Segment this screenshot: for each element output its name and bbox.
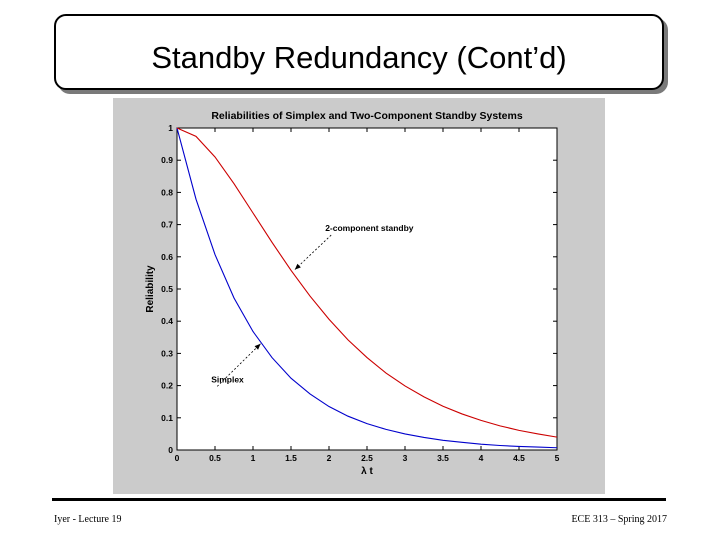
x-tick-label: 5 xyxy=(555,453,560,463)
x-tick-label: 4 xyxy=(479,453,484,463)
footer-rule xyxy=(52,498,666,501)
simplex-series-line xyxy=(176,127,558,449)
y-tick-label: 0.8 xyxy=(161,187,173,197)
y-tick-label: 0.9 xyxy=(161,155,173,165)
x-tick-label: 3 xyxy=(403,453,408,463)
y-tick-label: 0.3 xyxy=(161,348,173,358)
y-tick-label: 0.1 xyxy=(161,413,173,423)
x-tick-label: 1 xyxy=(251,453,256,463)
series-layer xyxy=(176,127,558,449)
annotation-arrow xyxy=(294,234,332,270)
y-tick-label: 0.6 xyxy=(161,252,173,262)
x-axis-label: λ t xyxy=(361,466,373,477)
x-tick-label: 3.5 xyxy=(437,453,449,463)
annotation-layer: 2-component standby Simplex xyxy=(211,223,414,387)
y-axis-label: Reliability xyxy=(145,265,156,313)
annotation-arrowhead xyxy=(254,343,261,350)
slide-title: Standby Redundancy (Cont’d) xyxy=(151,40,567,75)
x-tick-label: 2.5 xyxy=(361,453,373,463)
x-tick-label: 4.5 xyxy=(513,453,525,463)
x-tick-label: 0.5 xyxy=(209,453,221,463)
y-tick-label: 0.7 xyxy=(161,220,173,230)
annotation-arrowhead xyxy=(294,263,301,270)
y-tick-label: 0.4 xyxy=(161,316,173,326)
annotation-label: 2-component standby xyxy=(325,223,414,233)
y-tick-label: 0.5 xyxy=(161,284,173,294)
footer-lecture: Iyer - Lecture 19 xyxy=(54,514,122,525)
standby-series-line xyxy=(176,127,558,438)
tick-layer: 0 0.5 1 1.5 2 2.5 3 3.5 4 4.5 5 0 0.1 0.2 0.3 0.4 0.5 0.6… xyxy=(161,123,559,463)
reliability-chart: 0 0.5 1 1.5 2 2.5 3 3.5 4 4.5 5 0 0.1 0.2 0.3 0.4 0.5 0.6… xyxy=(145,110,560,477)
footer-course: ECE 313 – Spring 2017 xyxy=(571,514,667,525)
x-tick-label: 1.5 xyxy=(285,453,297,463)
x-tick-label: 2 xyxy=(327,453,332,463)
annotation-label: Simplex xyxy=(211,374,244,384)
y-tick-label: 1 xyxy=(168,123,173,133)
y-tick-label: 0 xyxy=(168,445,173,455)
x-tick-label: 0 xyxy=(175,453,180,463)
slide-title-box: Standby Redundancy (Cont’d) xyxy=(54,14,664,90)
chart-title: Reliabilities of Simplex and Two-Compone… xyxy=(211,110,523,122)
y-tick-label: 0.2 xyxy=(161,381,173,391)
plot-area xyxy=(176,127,558,451)
